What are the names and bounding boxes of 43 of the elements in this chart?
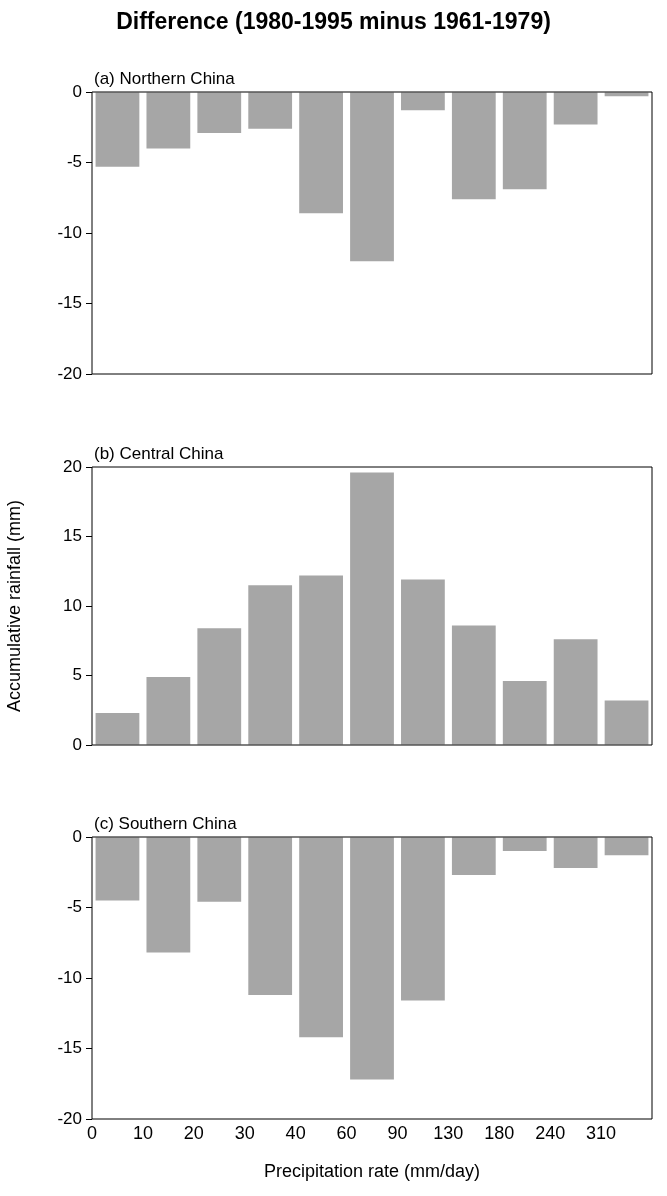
bar	[451, 625, 496, 745]
x-tick-label: 130	[433, 1122, 464, 1143]
y-tick-label: 10	[63, 595, 82, 615]
y-tick-label: -5	[66, 152, 82, 172]
x-tick-label: 310	[586, 1122, 617, 1143]
bar	[146, 676, 191, 745]
bar	[248, 585, 293, 745]
x-tick-label: 10	[132, 1122, 153, 1143]
bar	[604, 700, 649, 745]
bar	[197, 628, 242, 745]
y-tick-label: 15	[63, 526, 82, 546]
y-tick-label: 0	[72, 734, 82, 754]
y-axis-title: Accumulative rainfall (mm)	[3, 499, 24, 713]
y-tick-label: -20	[57, 363, 82, 383]
bar	[502, 681, 547, 745]
bar	[95, 713, 140, 745]
x-tick-label: 180	[484, 1122, 515, 1143]
x-tick-label: 90	[387, 1122, 408, 1143]
x-tick-label: 30	[234, 1122, 255, 1143]
text: (c) Southern China	[94, 814, 238, 834]
bar	[350, 472, 394, 745]
chart-title: Difference (1980-1995 minus 1961-1979)	[115, 8, 552, 35]
bar	[299, 575, 343, 745]
y-tick-label: -20	[57, 1108, 82, 1128]
y-tick-label: 0	[72, 81, 82, 101]
text: (b) Central China	[94, 444, 224, 464]
x-tick-label: 60	[336, 1122, 357, 1143]
bar	[401, 579, 445, 745]
y-tick-label: -15	[57, 293, 82, 313]
y-tick-label: -15	[57, 1038, 82, 1058]
x-tick-label: 20	[183, 1122, 204, 1143]
y-tick-label: -10	[57, 222, 82, 242]
y-tick-label: -10	[57, 967, 82, 987]
bar	[553, 639, 598, 745]
y-tick-label: 0	[72, 826, 82, 846]
x-tick-label: 240	[535, 1122, 566, 1143]
x-tick-label: 0	[86, 1122, 98, 1143]
y-tick-label: 20	[63, 456, 82, 476]
y-tick-label: -5	[66, 897, 82, 917]
x-axis-title: Precipitation rate (mm/day)	[263, 1160, 481, 1181]
text: (a) Northern China	[94, 69, 236, 89]
y-tick-label: 5	[72, 665, 82, 685]
x-tick-label: 40	[285, 1122, 306, 1143]
